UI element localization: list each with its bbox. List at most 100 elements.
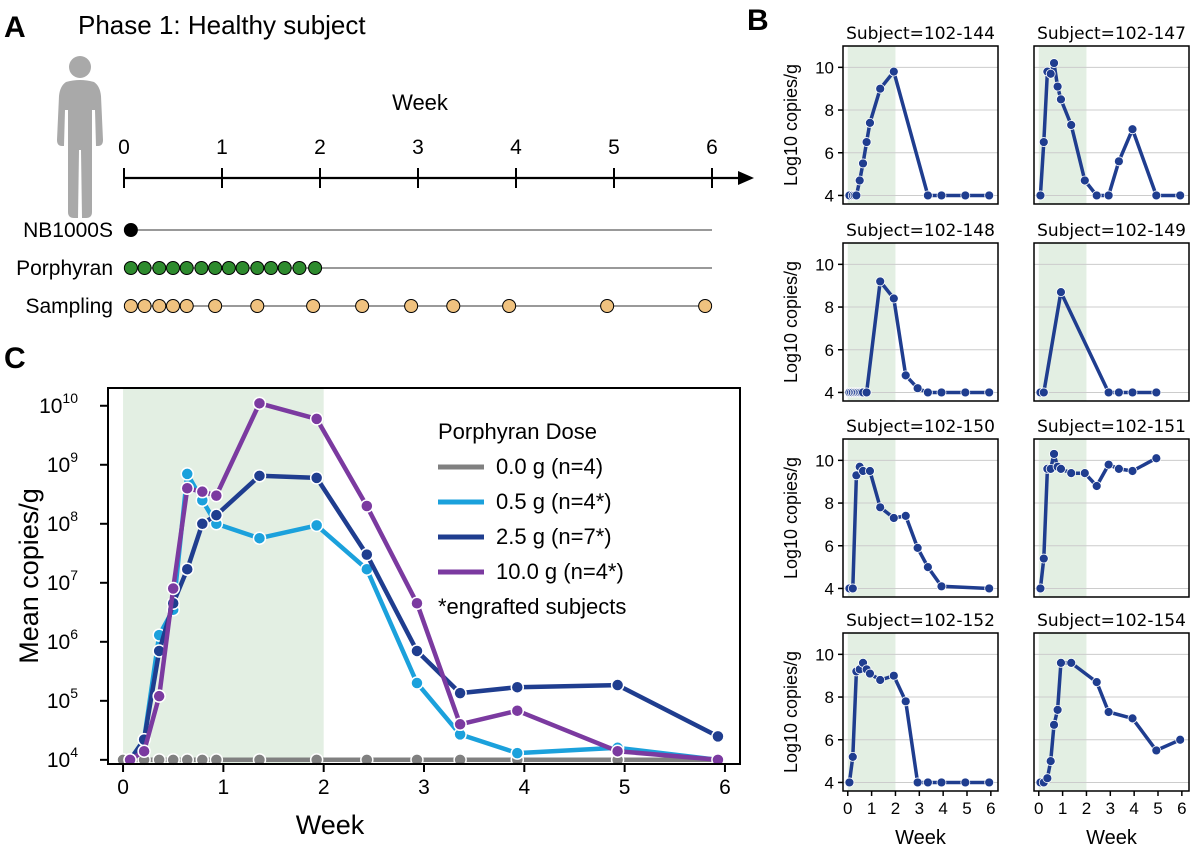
- series-point: [410, 644, 424, 658]
- series-point: [453, 717, 467, 732]
- panel-a-title: Phase 1: Healthy subject: [78, 10, 366, 40]
- subject-series-point: [861, 387, 872, 398]
- subplot-frame: [842, 438, 999, 598]
- subplot-frame: [842, 242, 999, 402]
- y-tick-label: 8: [825, 688, 834, 707]
- y-tick-label: 108: [47, 508, 78, 536]
- x-tick-label: 3: [1106, 799, 1115, 818]
- series-point: [610, 678, 625, 692]
- series-point: [410, 676, 424, 690]
- timeline-row-point: [137, 261, 152, 275]
- treatment-window-shade: [1038, 633, 1087, 791]
- x-tick-label: 3: [418, 776, 430, 799]
- series-point: [180, 481, 195, 496]
- subplot-x-axis-label: Week: [895, 827, 947, 849]
- subject-series-point: [1091, 677, 1102, 688]
- subplot-frame: [1033, 45, 1190, 205]
- timeline-ticks: 0 1 2 3 4 5 6: [118, 136, 718, 188]
- timeline-row-point: [235, 261, 250, 275]
- timeline-tick-label: 0: [118, 136, 130, 159]
- series-point: [195, 517, 210, 531]
- subject-series-point: [1066, 468, 1077, 479]
- subject-series-point: [1049, 719, 1059, 730]
- subject-series-point: [936, 581, 947, 592]
- subject-series-point: [960, 387, 971, 398]
- subject-series-point: [858, 158, 868, 169]
- timeline-row-point: [152, 299, 167, 313]
- timeline-row-point: [137, 299, 152, 313]
- x-tick-label: 2: [891, 799, 900, 818]
- timeline-row-label: Porphyran: [16, 257, 113, 280]
- subplot-frame: [1033, 438, 1190, 598]
- x-tick-label: 2: [1082, 799, 1091, 818]
- timeline-tick-label: 3: [412, 136, 424, 159]
- series-point: [711, 753, 725, 767]
- subject-series-point: [865, 668, 875, 679]
- y-tick-label: 10: [815, 255, 834, 274]
- series-point: [252, 753, 267, 767]
- timeline-row-point: [308, 261, 323, 275]
- subplot-frame: [842, 45, 999, 205]
- legend-entry: 2.5 g (n=7*): [496, 524, 612, 549]
- subject-series-point: [1038, 387, 1049, 398]
- subject-series-point: [1175, 190, 1186, 201]
- subject-series-point: [936, 190, 947, 201]
- subject-series-point: [1151, 453, 1162, 464]
- y-tick-label: 8: [825, 494, 834, 513]
- timeline-row-point: [166, 261, 180, 275]
- y-tick-label: 10: [815, 645, 834, 664]
- subject-series-point: [1103, 459, 1114, 470]
- subject-series-point: [1045, 756, 1056, 767]
- subject-series-point: [960, 190, 971, 201]
- timeline-row-point: [446, 299, 461, 313]
- subject-series-point: [1056, 94, 1066, 105]
- timeline-row-point: [123, 299, 138, 313]
- timeline-row-label: NB1000S: [23, 219, 113, 242]
- subject-series-point: [1151, 190, 1162, 201]
- timeline-row-point: [600, 299, 615, 313]
- legend-title: Porphyran Dose: [438, 419, 597, 444]
- subject-series-point: [888, 513, 899, 523]
- subplot-y-axis-label: Log10 copies/g: [781, 64, 801, 186]
- subject-series-point: [984, 583, 995, 594]
- series-point: [166, 753, 180, 767]
- series-point: [152, 689, 166, 703]
- subject-series-point: [861, 137, 872, 147]
- series-point: [180, 467, 195, 481]
- subplot-title: Subject=102-147: [1037, 24, 1186, 44]
- series-point: [360, 499, 374, 513]
- x-axis-label: Week: [296, 810, 365, 840]
- subplot-y-axis-label: Log10 copies/g: [781, 651, 801, 773]
- x-tick-label: 5: [619, 776, 631, 799]
- subject-series-point: [1079, 468, 1090, 479]
- y-tick-label: 1010: [39, 390, 78, 418]
- subject-series-point: [1151, 745, 1162, 756]
- x-tick-label: 1: [867, 799, 876, 818]
- x-tick-label: 0: [1034, 799, 1043, 818]
- y-tick-label: 105: [47, 685, 78, 713]
- subject-series-point: [1103, 190, 1114, 201]
- series-point: [252, 531, 267, 545]
- subject-series-point: [1049, 58, 1059, 68]
- timeline-rows: NB1000S Porphyran Sampling: [16, 219, 713, 318]
- subplot-frame: [1033, 632, 1190, 792]
- series-point: [166, 581, 180, 596]
- panel-letter-b: B: [747, 4, 769, 37]
- person-icon: [57, 56, 103, 218]
- y-tick-label: 6: [825, 731, 834, 750]
- series-point: [410, 596, 424, 611]
- subplot-x-axis-label: Week: [1086, 827, 1138, 849]
- y-tick-label: 107: [47, 567, 78, 595]
- y-tick-label: 10: [815, 58, 834, 77]
- subject-series-point: [888, 293, 899, 304]
- panel-letter-a: A: [4, 11, 26, 44]
- subject-series-point: [912, 777, 923, 788]
- subject-series-point: [900, 370, 911, 381]
- subject-series-point: [888, 670, 899, 681]
- timeline-row-point: [277, 261, 292, 275]
- subject-series-point: [1127, 466, 1138, 476]
- subject-series-point: [936, 777, 947, 788]
- subject-series-point: [1103, 707, 1114, 717]
- series-point: [410, 753, 424, 767]
- series-point: [252, 396, 267, 411]
